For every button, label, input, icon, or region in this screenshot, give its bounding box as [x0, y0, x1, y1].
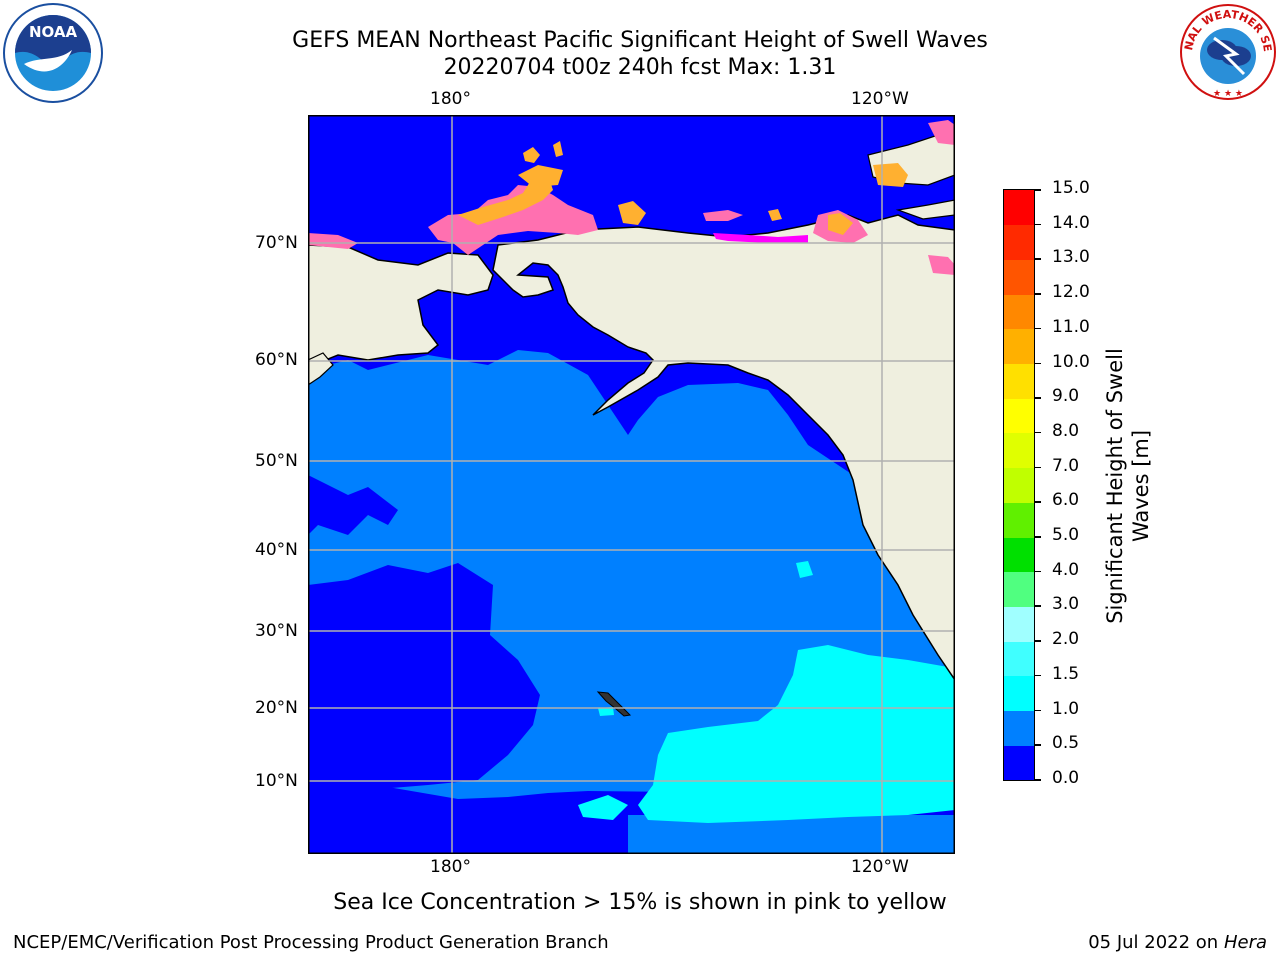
colorbar-tick-mark	[1035, 466, 1041, 469]
footer-date-text: 05 Jul 2022 on	[1088, 932, 1224, 953]
colorbar-tick-mark	[1035, 605, 1041, 607]
colorbar-tick-mark	[1035, 536, 1041, 538]
lon-label-top-180: 180°	[430, 89, 471, 109]
colorbar-segment	[1004, 328, 1034, 365]
colorbar-tick-label: 1.5	[1052, 663, 1080, 684]
colorbar-tick-label: 9.0	[1052, 386, 1080, 407]
sea-ice-beaufort	[713, 233, 808, 243]
ocean-swell-1.0-1.5	[638, 645, 955, 823]
colorbar-tick-label: 7.0	[1052, 455, 1080, 476]
lat-label-20n: 20°N	[255, 698, 298, 718]
swell-height-map	[308, 115, 955, 854]
colorbar-tick-label: 5.0	[1052, 525, 1080, 546]
colorbar-tick-label: 1.0	[1052, 698, 1080, 719]
colorbar-tick-mark	[1035, 362, 1041, 365]
colorbar-tick-label: 3.0	[1052, 594, 1080, 615]
colorbar-segment	[1004, 432, 1034, 469]
land-siberia	[308, 244, 494, 368]
colorbar-label-line1: Significant Height of Swell	[1103, 348, 1127, 624]
lat-label-50n: 50°N	[255, 451, 298, 471]
sea-ice-chukchi	[428, 185, 598, 255]
footer-credit: NCEP/EMC/Verification Post Processing Pr…	[13, 932, 609, 953]
colorbar-tick-mark	[1035, 327, 1041, 330]
colorbar-tick-mark	[1035, 779, 1041, 781]
sea-ice-caption: Sea Ice Concentration > 15% is shown in …	[333, 890, 947, 915]
noaa-logo: NOAA	[3, 3, 103, 103]
colorbar-segment	[1004, 745, 1034, 781]
colorbar-tick-mark	[1035, 674, 1041, 677]
lat-label-30n: 30°N	[255, 621, 298, 641]
lat-label-70n: 70°N	[255, 233, 298, 253]
svg-text:★ ★ ★: ★ ★ ★	[1213, 89, 1243, 99]
colorbar-segment	[1004, 224, 1034, 260]
colorbar-tick-mark	[1035, 744, 1041, 746]
lon-label-bottom-180: 180°	[430, 857, 471, 877]
land-north-america	[492, 214, 955, 682]
lat-label-40n: 40°N	[255, 540, 298, 560]
colorbar-segment	[1004, 641, 1034, 677]
lon-label-bottom-120w: 120°W	[851, 857, 909, 877]
colorbar-tick-label: 4.0	[1052, 559, 1080, 580]
map-gridlines	[308, 115, 955, 854]
colorbar-tick-mark	[1035, 258, 1041, 260]
colorbar-tick-label: 6.0	[1052, 490, 1080, 511]
map-frame	[308, 115, 955, 854]
colorbar-segment	[1004, 398, 1034, 434]
colorbar-tick-label: 0.0	[1052, 768, 1080, 788]
colorbar-tick-mark	[1035, 223, 1041, 226]
lat-label-10n: 10°N	[255, 771, 298, 791]
colorbar-tick-label: 0.5	[1052, 733, 1080, 754]
colorbar-tick-label: 11.0	[1052, 316, 1090, 337]
nws-logo: NATIONAL WEATHER SERVICE ★ ★ ★	[1178, 2, 1276, 100]
colorbar-tick-label: 14.0	[1052, 212, 1090, 233]
hawaii-islands	[596, 691, 632, 717]
colorbar-tick-mark	[1035, 709, 1041, 712]
sea-ice-siberia	[308, 233, 358, 249]
colorbar-segment	[1004, 710, 1034, 746]
colorbar-segment	[1004, 294, 1034, 330]
colorbar-segment	[1004, 606, 1034, 642]
colorbar	[1003, 189, 1035, 781]
lon-label-top-120w: 120°W	[851, 89, 909, 109]
footer-host: Hera	[1223, 932, 1267, 953]
footer-date: 05 Jul 2022 on Hera	[1088, 932, 1267, 953]
colorbar-tick-mark	[1035, 431, 1041, 434]
colorbar-segment	[1004, 190, 1034, 226]
colorbar-segment	[1004, 467, 1034, 503]
colorbar-tick-mark	[1035, 189, 1041, 191]
colorbar-segment	[1004, 502, 1034, 538]
colorbar-tick-label: 8.0	[1052, 420, 1080, 441]
ocean-swell-0-0.5-west	[308, 563, 540, 795]
colorbar-tick-label: 10.0	[1052, 351, 1090, 372]
colorbar-segment	[1004, 675, 1034, 712]
chart-title: GEFS MEAN Northeast Pacific Significant …	[292, 28, 988, 53]
noaa-logo-text: NOAA	[29, 23, 78, 41]
colorbar-tick-mark	[1035, 293, 1041, 295]
colorbar-segment	[1004, 363, 1034, 399]
colorbar-tick-label: 12.0	[1052, 282, 1090, 303]
colorbar-tick-label: 2.0	[1052, 629, 1080, 650]
colorbar-label: Significant Height of Swell Waves [m]	[1102, 348, 1154, 624]
chart-subtitle: 20220704 t00z 240h fcst Max: 1.31	[443, 55, 837, 80]
colorbar-segment	[1004, 259, 1034, 295]
colorbar-segment	[1004, 571, 1034, 607]
lat-label-60n: 60°N	[255, 350, 298, 370]
colorbar-tick-mark	[1035, 570, 1041, 573]
colorbar-tick-label: 13.0	[1052, 247, 1090, 268]
colorbar-tick-label: 15.0	[1052, 178, 1090, 198]
colorbar-label-line2: Waves [m]	[1129, 429, 1153, 543]
colorbar-tick-mark	[1035, 640, 1041, 642]
colorbar-tick-mark	[1035, 501, 1041, 503]
colorbar-segment	[1004, 537, 1034, 573]
colorbar-tick-mark	[1035, 397, 1041, 399]
